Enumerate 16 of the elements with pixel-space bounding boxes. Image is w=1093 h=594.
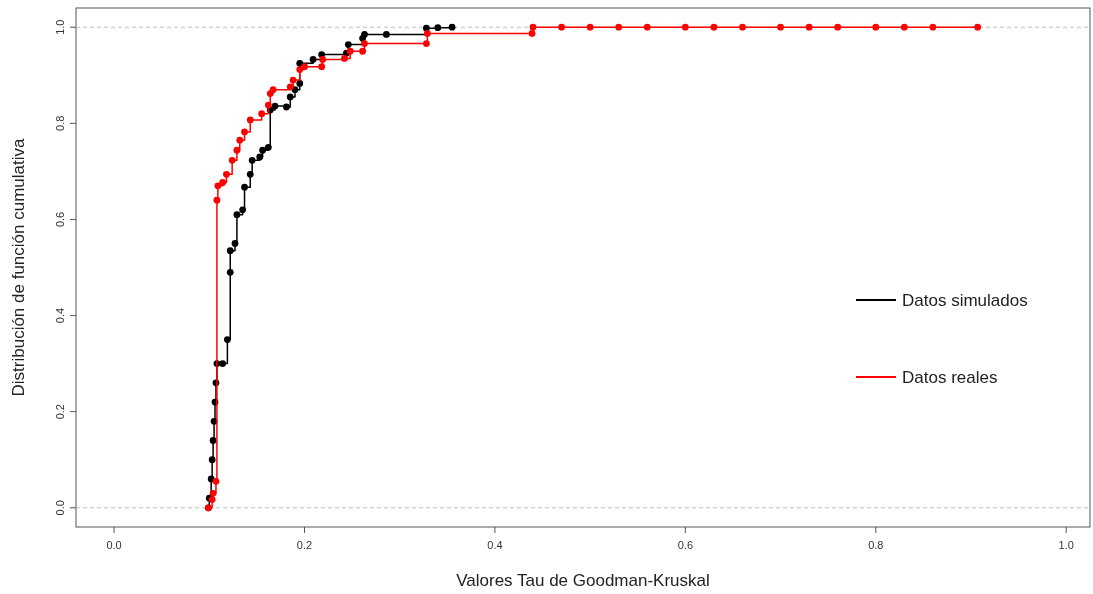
y-tick-label: 0.4 bbox=[54, 307, 66, 324]
x-tick-label: 0.2 bbox=[296, 539, 313, 551]
y-tick-label: 0.2 bbox=[54, 404, 66, 420]
x-tick-label: 1.0 bbox=[1058, 539, 1074, 551]
y-axis-title: Distribución de función cumulativa bbox=[9, 137, 28, 397]
legend-label: Datos reales bbox=[902, 368, 998, 387]
y-tick-label: 0.0 bbox=[54, 500, 66, 516]
y-tick-label: 0.6 bbox=[54, 211, 66, 228]
x-axis-title: Valores Tau de Goodman-Kruskal bbox=[456, 571, 710, 590]
x-tick-label: 0.8 bbox=[868, 539, 884, 551]
y-tick-label: 1.0 bbox=[54, 19, 66, 35]
x-tick-label: 0.4 bbox=[487, 539, 503, 551]
x-tick-label: 0.6 bbox=[677, 539, 693, 551]
y-tick-label: 0.8 bbox=[54, 115, 66, 131]
legend-label: Datos simulados bbox=[902, 291, 1028, 310]
x-tick-label: 0.0 bbox=[106, 539, 122, 551]
